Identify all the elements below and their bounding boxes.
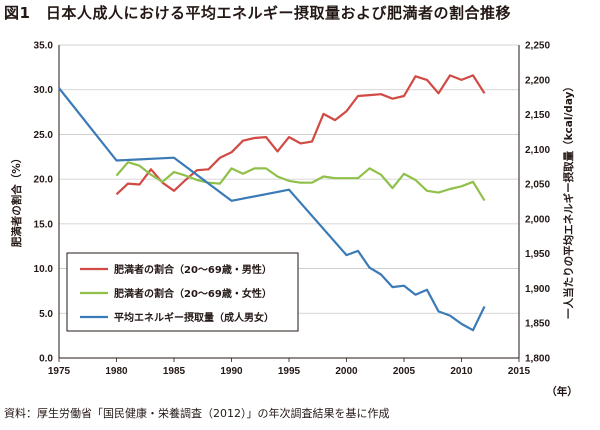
x-tick-label: 2005 (393, 366, 416, 377)
x-tick-label: 1990 (220, 366, 243, 377)
y-left-tick-label: 20.0 (34, 175, 54, 186)
y-left-tick-label: 35.0 (34, 41, 54, 52)
y-right-tick-label: 2,150 (525, 110, 550, 121)
source-note: 資料：厚生労働省「国民健康・栄養調査（2012）」の年次調査結果を基に作成 (4, 407, 390, 420)
y-right-tick-label: 1,850 (525, 319, 550, 330)
legend-entry-female-obesity: 肥満者の割合（20〜69歳・女性） (114, 287, 272, 300)
y-right-axis-title: 一人当たりの平均エネルギー摂取量（kcal/day） (562, 81, 575, 319)
y-right-tick-label: 1,800 (525, 354, 550, 365)
x-tick-label: 2010 (450, 366, 473, 377)
y-right-tick-label: 2,000 (525, 214, 550, 225)
y-right-tick-label: 2,250 (525, 41, 550, 52)
series-layer (58, 74, 486, 332)
y-left-tick-label: 25.0 (34, 130, 54, 141)
y-left-tick-label: 5.0 (39, 309, 53, 320)
y-left-tick-label: 15.0 (34, 219, 54, 230)
figure-title: 図1 日本人成人における平均エネルギー摂取量および肥満者の割合推移 (4, 4, 511, 22)
y-right-tick-label: 2,200 (525, 75, 550, 86)
x-axis-title: （年） (546, 385, 578, 398)
series-line-male-obesity (115, 74, 486, 196)
x-tick-label: 1980 (105, 366, 128, 377)
x-tick-label: 1975 (48, 366, 71, 377)
y-left-tick-label: 10.0 (34, 264, 54, 275)
y-left-tick-label: 30.0 (34, 85, 54, 96)
x-tick-label: 1995 (278, 366, 301, 377)
axes: 0.0 5.0 10.0 15.0 20.0 25.0 30.0 35.0 1,800 1,850… (34, 41, 551, 378)
legend-entry-male-obesity: 肥満者の割合（20〜69歳・男性） (114, 263, 272, 276)
legend: 肥満者の割合（20〜69歳・男性） 肥満者の割合（20〜69歳・女性） 平均エネルギ… (66, 252, 299, 332)
y-right-tick-label: 2,100 (525, 145, 550, 156)
y-right-tick-label: 1,950 (525, 249, 550, 260)
x-tick-label: 1985 (163, 366, 186, 377)
series-line-female-obesity (115, 161, 486, 202)
x-tick-label: 2015 (508, 366, 531, 377)
x-tick-label: 2000 (335, 366, 358, 377)
y-right-tick-label: 2,050 (525, 180, 550, 191)
y-left-tick-label: 0.0 (39, 354, 53, 365)
series-line-energy-intake (58, 87, 486, 332)
legend-entry-energy-intake: 平均エネルギー摂取量（成人男女） (114, 311, 274, 324)
y-right-tick-label: 1,900 (525, 284, 550, 295)
y-left-axis-title: 肥満者の割合（%） (10, 153, 23, 248)
